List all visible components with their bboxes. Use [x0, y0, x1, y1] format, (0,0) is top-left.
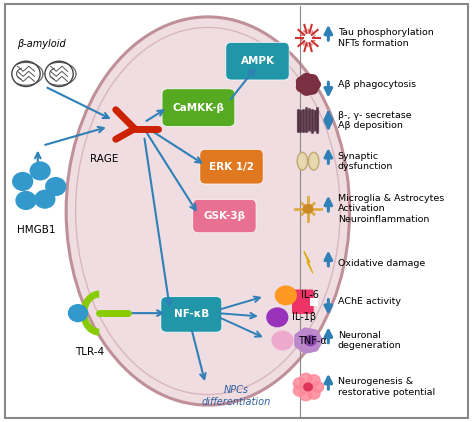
Text: Aβ phagocytosis: Aβ phagocytosis — [338, 80, 416, 89]
Circle shape — [303, 205, 313, 213]
Text: TLR-4: TLR-4 — [75, 347, 104, 357]
Ellipse shape — [297, 152, 308, 170]
Text: Neuronal
degeneration: Neuronal degeneration — [338, 331, 401, 350]
Text: Synaptic
dysfunction: Synaptic dysfunction — [338, 151, 393, 171]
Circle shape — [267, 308, 288, 327]
Text: NPCs
differentiation: NPCs differentiation — [201, 385, 271, 407]
Ellipse shape — [309, 152, 319, 170]
Text: CaMKK-β: CaMKK-β — [173, 103, 224, 113]
Text: AMPK: AMPK — [240, 56, 274, 66]
Text: Oxidative damage: Oxidative damage — [338, 259, 425, 268]
FancyBboxPatch shape — [161, 297, 222, 332]
Circle shape — [308, 375, 320, 386]
Circle shape — [275, 286, 296, 305]
Circle shape — [297, 74, 319, 95]
Circle shape — [272, 331, 293, 350]
FancyBboxPatch shape — [226, 43, 289, 80]
Circle shape — [308, 86, 318, 94]
FancyBboxPatch shape — [200, 149, 263, 184]
Circle shape — [13, 173, 33, 190]
Text: AChE activity: AChE activity — [338, 297, 401, 306]
Circle shape — [295, 329, 321, 352]
Text: TNF-α: TNF-α — [298, 335, 327, 346]
Polygon shape — [304, 252, 313, 273]
Circle shape — [300, 390, 312, 400]
Circle shape — [293, 385, 306, 396]
FancyBboxPatch shape — [162, 89, 235, 127]
Ellipse shape — [66, 17, 350, 405]
Circle shape — [311, 381, 324, 392]
Circle shape — [35, 190, 55, 208]
Circle shape — [301, 73, 311, 82]
Circle shape — [311, 344, 319, 351]
Circle shape — [46, 178, 66, 195]
Text: Neurogenesis &
restorative potential: Neurogenesis & restorative potential — [338, 377, 435, 397]
Text: β-amyloid: β-amyloid — [17, 39, 65, 49]
Circle shape — [301, 87, 311, 95]
Text: Tau phosphorylation
NFTs formation: Tau phosphorylation NFTs formation — [338, 28, 434, 48]
FancyBboxPatch shape — [292, 289, 314, 314]
Circle shape — [295, 333, 302, 340]
Circle shape — [69, 305, 87, 322]
Circle shape — [30, 162, 50, 180]
FancyBboxPatch shape — [193, 200, 256, 233]
Text: IL-6: IL-6 — [301, 290, 319, 300]
Circle shape — [305, 335, 316, 346]
FancyBboxPatch shape — [310, 298, 318, 306]
Text: GSK-3β: GSK-3β — [203, 211, 246, 221]
Circle shape — [297, 83, 306, 92]
Circle shape — [293, 378, 306, 389]
Text: IL-1β: IL-1β — [292, 312, 317, 322]
Circle shape — [295, 341, 302, 348]
Text: Microglia & Astrocytes
Activation
Neuroinflammation: Microglia & Astrocytes Activation Neuroi… — [338, 194, 444, 224]
Circle shape — [311, 80, 320, 89]
Circle shape — [297, 77, 306, 86]
Circle shape — [315, 337, 322, 344]
Text: ERK 1/2: ERK 1/2 — [209, 162, 254, 172]
Circle shape — [302, 328, 310, 335]
Circle shape — [302, 346, 310, 353]
FancyBboxPatch shape — [5, 4, 468, 418]
Circle shape — [308, 388, 320, 399]
Text: HMGB1: HMGB1 — [17, 225, 55, 235]
Text: β-, γ- secretase
Aβ deposition: β-, γ- secretase Aβ deposition — [338, 111, 411, 130]
Circle shape — [311, 330, 319, 337]
Circle shape — [304, 383, 312, 391]
Circle shape — [300, 373, 312, 384]
Circle shape — [308, 75, 318, 83]
Circle shape — [16, 192, 36, 209]
Text: RAGE: RAGE — [90, 154, 118, 164]
Text: NF-κB: NF-κB — [173, 309, 209, 319]
